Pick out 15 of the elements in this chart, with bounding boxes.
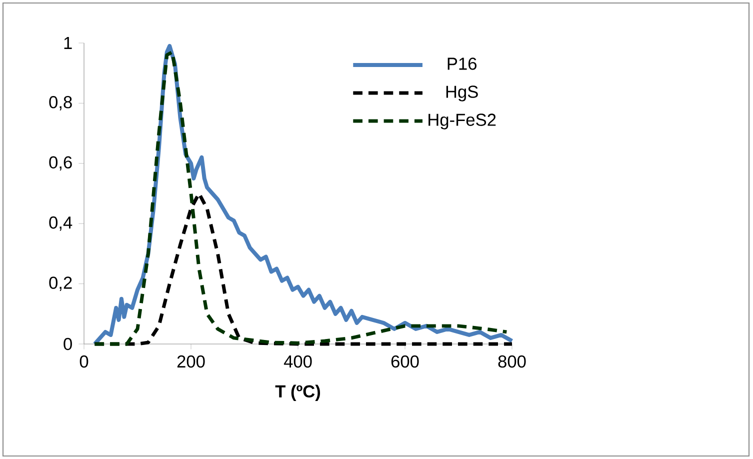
x-tick-label: 600 xyxy=(391,355,419,368)
x-tick-label: 400 xyxy=(284,355,312,368)
y-tick-label: 0,8 xyxy=(49,96,72,110)
x-tick-label: 200 xyxy=(177,355,205,368)
y-tick-label: 0,2 xyxy=(49,276,72,291)
legend-label: P16 xyxy=(448,58,476,70)
x-tick-label: 0 xyxy=(80,355,88,368)
y-tick-label: 1 xyxy=(64,37,72,49)
legend-label: HgS xyxy=(446,86,478,102)
legend-label: Hg-FeS2 xyxy=(428,114,496,130)
x-tick-label: 800 xyxy=(498,355,526,368)
y-tick-label: 0,6 xyxy=(49,156,72,171)
x-axis-title: T (ºC) xyxy=(275,384,320,401)
y-tick-label: 0,4 xyxy=(49,216,72,231)
y-tick-label: 0 xyxy=(64,338,72,350)
